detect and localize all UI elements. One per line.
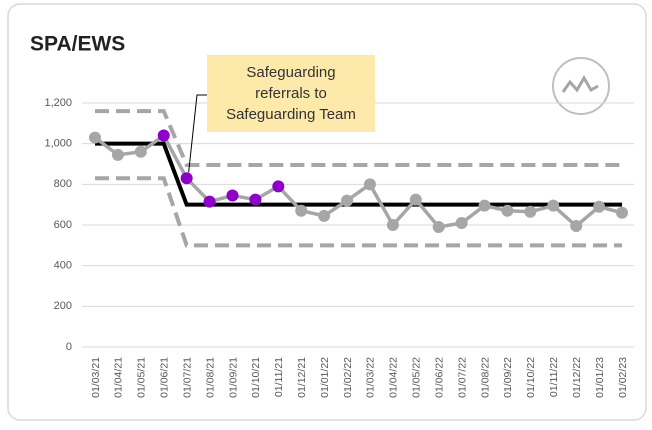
- y-tick-label: 200: [54, 300, 72, 312]
- data-point: [570, 220, 583, 233]
- x-tick-label: 01/02/22: [342, 357, 354, 398]
- data-point: [524, 205, 537, 218]
- x-tick-label: 01/05/21: [136, 357, 148, 398]
- data-point: [89, 131, 101, 144]
- data-point: [501, 204, 514, 217]
- data-point: [409, 193, 422, 206]
- data-point: [226, 189, 239, 202]
- x-tick-label: 01/03/22: [365, 357, 377, 398]
- x-tick-label: 01/07/22: [456, 357, 468, 398]
- x-tick-label: 01/12/21: [296, 357, 308, 398]
- x-tick-label: 01/07/21: [181, 357, 193, 398]
- data-point: [272, 180, 285, 193]
- x-tick-label: 01/09/21: [227, 357, 239, 398]
- x-tick-label: 01/04/21: [113, 357, 125, 398]
- x-tick-label: 01/09/22: [502, 357, 514, 398]
- x-tick-label: 01/10/21: [250, 357, 262, 398]
- data-point: [295, 204, 308, 217]
- data-point: [249, 193, 262, 206]
- data-point: [111, 148, 124, 161]
- annotation: Safeguarding referrals to Safeguarding T…: [207, 55, 375, 132]
- y-tick-label: 800: [54, 178, 72, 190]
- data-point: [180, 172, 193, 185]
- data-point: [157, 129, 170, 142]
- y-tick-label: 600: [54, 219, 72, 231]
- icon: [552, 57, 610, 115]
- x-tick-label: 01/11/22: [548, 357, 560, 397]
- x-tick-label: 01/03/21: [90, 357, 102, 398]
- data-point: [134, 145, 147, 158]
- data-point: [386, 219, 399, 231]
- lower-limit: [95, 176, 622, 248]
- x-tick-label: 01/12/22: [571, 357, 583, 398]
- chart-title: SPA/EWS: [30, 33, 125, 56]
- y-tick-label: 1,200: [44, 97, 72, 109]
- data-point: [478, 199, 491, 212]
- x-tick-label: 01/06/22: [433, 357, 445, 398]
- x-tick-label: 01/01/23: [594, 357, 606, 398]
- y-tick-label: 0: [66, 341, 72, 353]
- x-tick-label: 01/08/22: [479, 357, 491, 398]
- annotation-leader: [188, 94, 207, 173]
- y-tick-label: 1,000: [44, 138, 72, 150]
- data-point: [203, 195, 216, 208]
- data-point: [318, 209, 331, 222]
- x-tick-label: 01/10/22: [525, 357, 537, 398]
- data-point: [455, 216, 468, 229]
- upper-limit: [95, 109, 622, 168]
- data-point: [363, 178, 376, 191]
- x-tick-label: 01/08/21: [204, 357, 216, 398]
- x-tick-label: 01/11/21: [273, 357, 285, 397]
- data-point: [616, 206, 628, 219]
- x-tick-label: 01/05/22: [411, 357, 423, 398]
- y-tick-label: 400: [54, 260, 72, 272]
- mean-line: [95, 141, 622, 207]
- data-point: [593, 200, 606, 213]
- x-tick-label: 01/02/23: [617, 357, 629, 398]
- x-tick-label: 01/01/22: [319, 357, 331, 398]
- x-tick-label: 01/04/22: [388, 357, 400, 398]
- data-point: [432, 221, 445, 234]
- data-point: [547, 199, 560, 212]
- x-tick-label: 01/06/21: [159, 357, 171, 398]
- data-point: [341, 194, 354, 207]
